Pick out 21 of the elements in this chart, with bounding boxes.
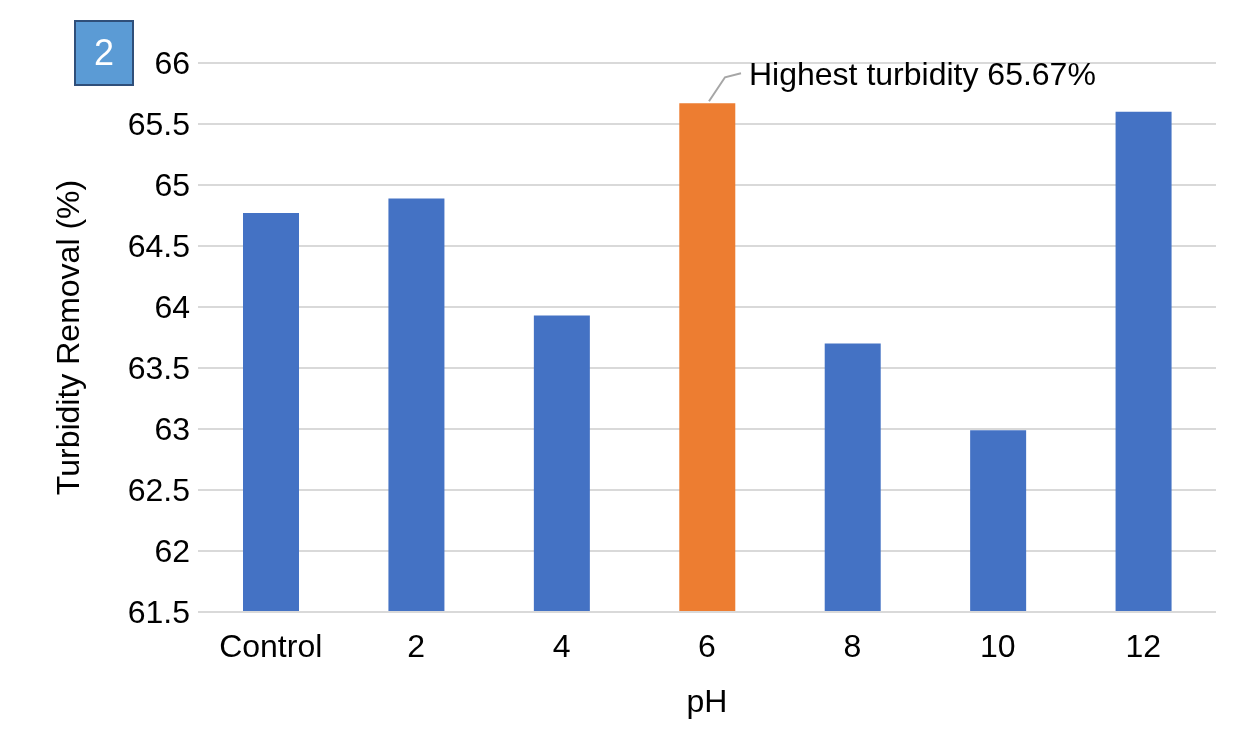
y-tick-label: 61.5 (127, 594, 190, 631)
x-tick-label: Control (219, 627, 323, 664)
y-axis-title: Turbidity Removal (%) (50, 179, 87, 496)
x-tick-label: 6 (698, 627, 716, 664)
x-tick-label: 10 (980, 627, 1016, 664)
y-tick-label: 62.5 (127, 472, 190, 509)
y-tick-label: 65.5 (127, 106, 190, 143)
y-tick-label: 63.5 (127, 350, 190, 387)
x-tick-label: 8 (843, 627, 862, 664)
y-tick-label: 64.5 (127, 228, 190, 265)
x-tick-label: 4 (552, 627, 571, 664)
y-tick-label: 63 (154, 411, 190, 448)
y-tick-label: 62 (154, 533, 190, 570)
text: 2 (74, 20, 134, 86)
y-tick-label: 64 (154, 289, 190, 326)
x-axis-title: pH (686, 683, 728, 719)
annotation: Highest turbidity 65.67% (749, 56, 1096, 93)
x-tick-label: 2 (407, 627, 426, 664)
x-tick-label: 12 (1125, 627, 1162, 664)
y-tick-label: 65 (154, 167, 190, 204)
y-tick-label: 66 (154, 45, 190, 82)
